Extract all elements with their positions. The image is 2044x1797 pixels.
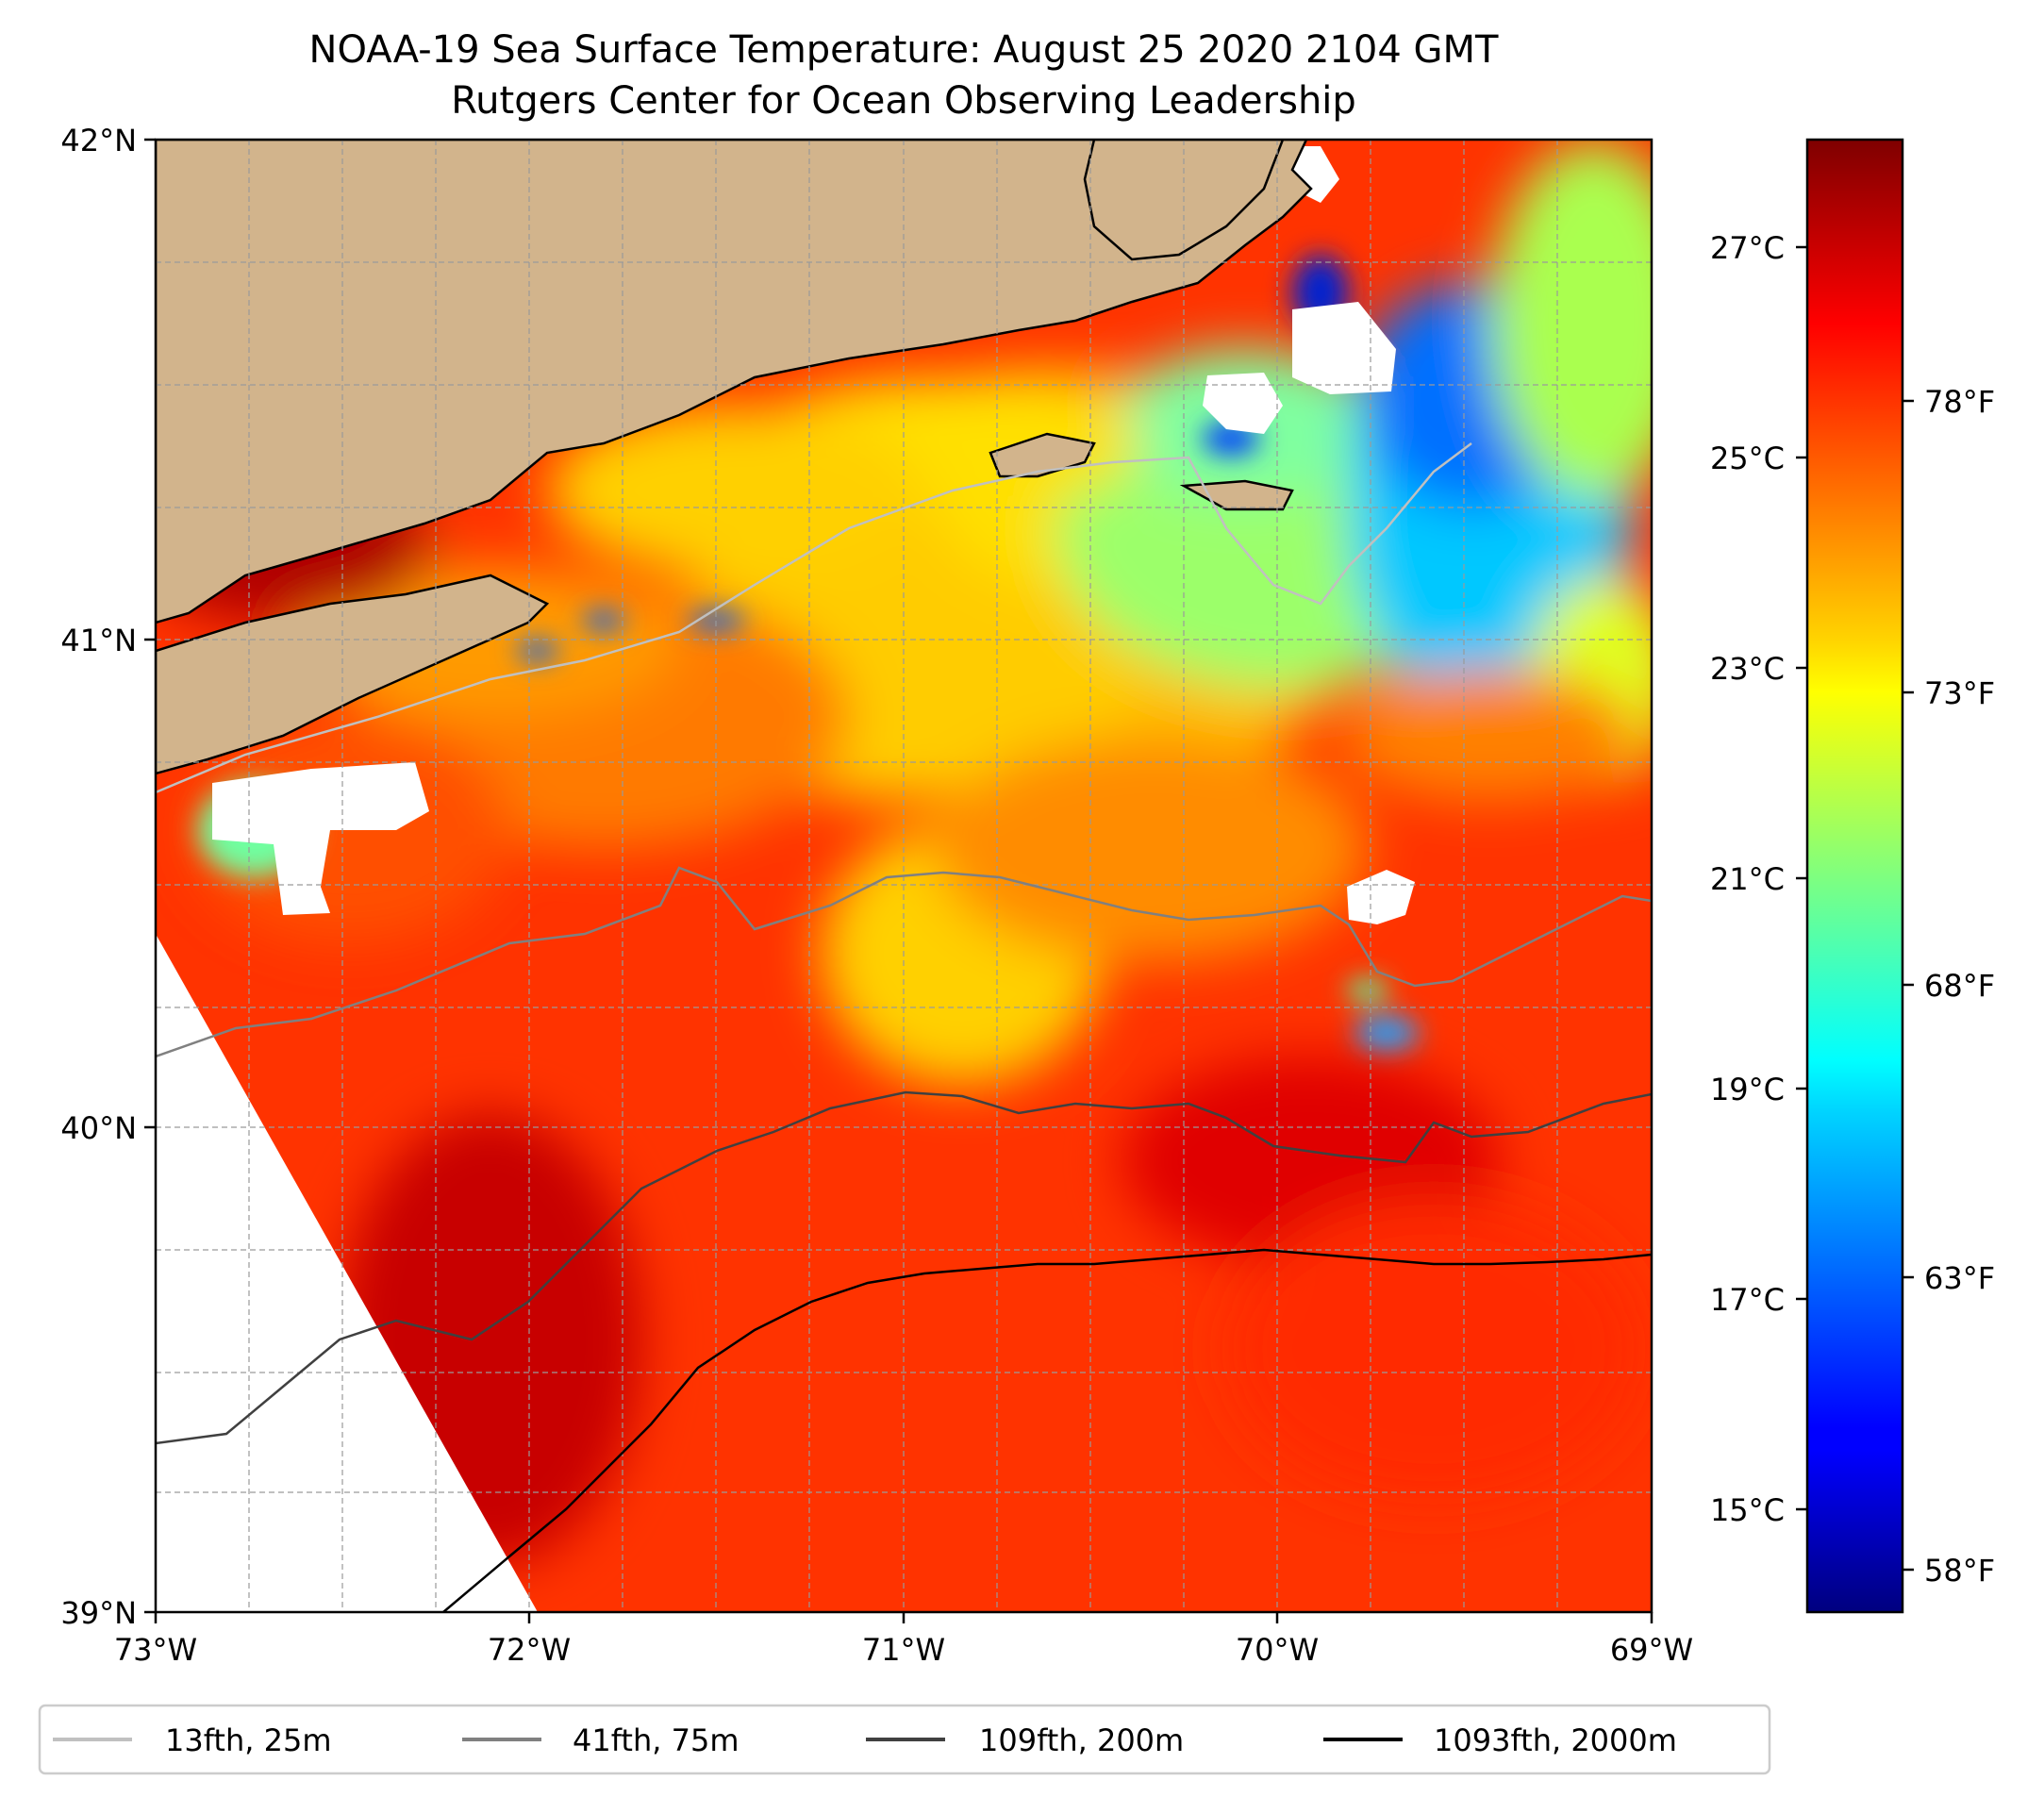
land-nantucket — [1179, 479, 1294, 511]
celsius-tick-25: 25°C — [1710, 441, 1785, 476]
fahrenheit-tick-63: 63°F — [1924, 1260, 1995, 1296]
no-data-patch — [1347, 870, 1415, 924]
title-line-1: NOAA-19 Sea Surface Temperature: August … — [309, 28, 1499, 72]
lat-label-39: 39°N — [60, 1595, 137, 1631]
no-data-patch — [1203, 373, 1283, 434]
isobath-200m — [156, 1090, 1652, 1445]
lon-label-73: 73°W — [114, 1632, 197, 1668]
lat-label-40: 40°N — [60, 1110, 137, 1146]
lon-label-70: 70°W — [1236, 1632, 1319, 1668]
swath-edge-no-data — [156, 934, 538, 1612]
longitude-axis: 73°W 72°W 71°W 70°W 69°W — [114, 1612, 1693, 1668]
celsius-tick-17: 17°C — [1710, 1282, 1785, 1318]
colorbar-celsius-ticks: 27°C 25°C 23°C 21°C 19°C 17°C 15°C — [1710, 230, 1807, 1528]
land-masses — [156, 140, 1313, 775]
legend-label-200m: 109fth, 200m — [979, 1722, 1184, 1758]
legend: 13fth, 25m 41fth, 75m 109fth, 200m 1093f… — [38, 1704, 1771, 1775]
celsius-tick-15: 15°C — [1710, 1492, 1785, 1528]
fahrenheit-tick-73: 73°F — [1924, 675, 1995, 711]
colorbar-fahrenheit-ticks: 78°F 73°F 68°F 63°F 58°F — [1903, 384, 1995, 1589]
lat-label-41: 41°N — [60, 623, 137, 658]
fahrenheit-tick-68: 68°F — [1924, 968, 1995, 1004]
legend-label-25m: 13fth, 25m — [165, 1722, 331, 1758]
celsius-tick-19: 19°C — [1710, 1072, 1785, 1107]
no-data-patch — [212, 762, 429, 915]
map-panel — [156, 140, 1652, 1612]
latitude-axis: 42°N 41°N 40°N 39°N — [60, 123, 156, 1631]
isobath-25m — [156, 442, 1472, 794]
fahrenheit-tick-58: 58°F — [1924, 1553, 1995, 1589]
celsius-tick-21: 21°C — [1710, 861, 1785, 897]
lat-label-42: 42°N — [60, 123, 137, 158]
legend-label-75m: 41fth, 75m — [573, 1722, 739, 1758]
isobath-75m — [156, 866, 1652, 1058]
land-connecticut-rhode-island — [156, 140, 1313, 624]
fahrenheit-tick-78: 78°F — [1924, 384, 1995, 420]
title-line-2: Rutgers Center for Ocean Observing Leade… — [451, 79, 1356, 123]
lon-label-71: 71°W — [862, 1632, 945, 1668]
lon-label-72: 72°W — [488, 1632, 571, 1668]
lon-label-69: 69°W — [1610, 1632, 1693, 1668]
isobaths — [156, 442, 1652, 1612]
celsius-tick-23: 23°C — [1710, 651, 1785, 687]
colorbar — [1805, 138, 1904, 1614]
land-long-island — [156, 574, 550, 775]
isobath-2000m — [442, 1248, 1652, 1612]
celsius-tick-27: 27°C — [1710, 230, 1785, 266]
legend-label-2000m: 1093fth, 2000m — [1434, 1722, 1677, 1758]
land-marthas-vineyard — [989, 432, 1096, 478]
